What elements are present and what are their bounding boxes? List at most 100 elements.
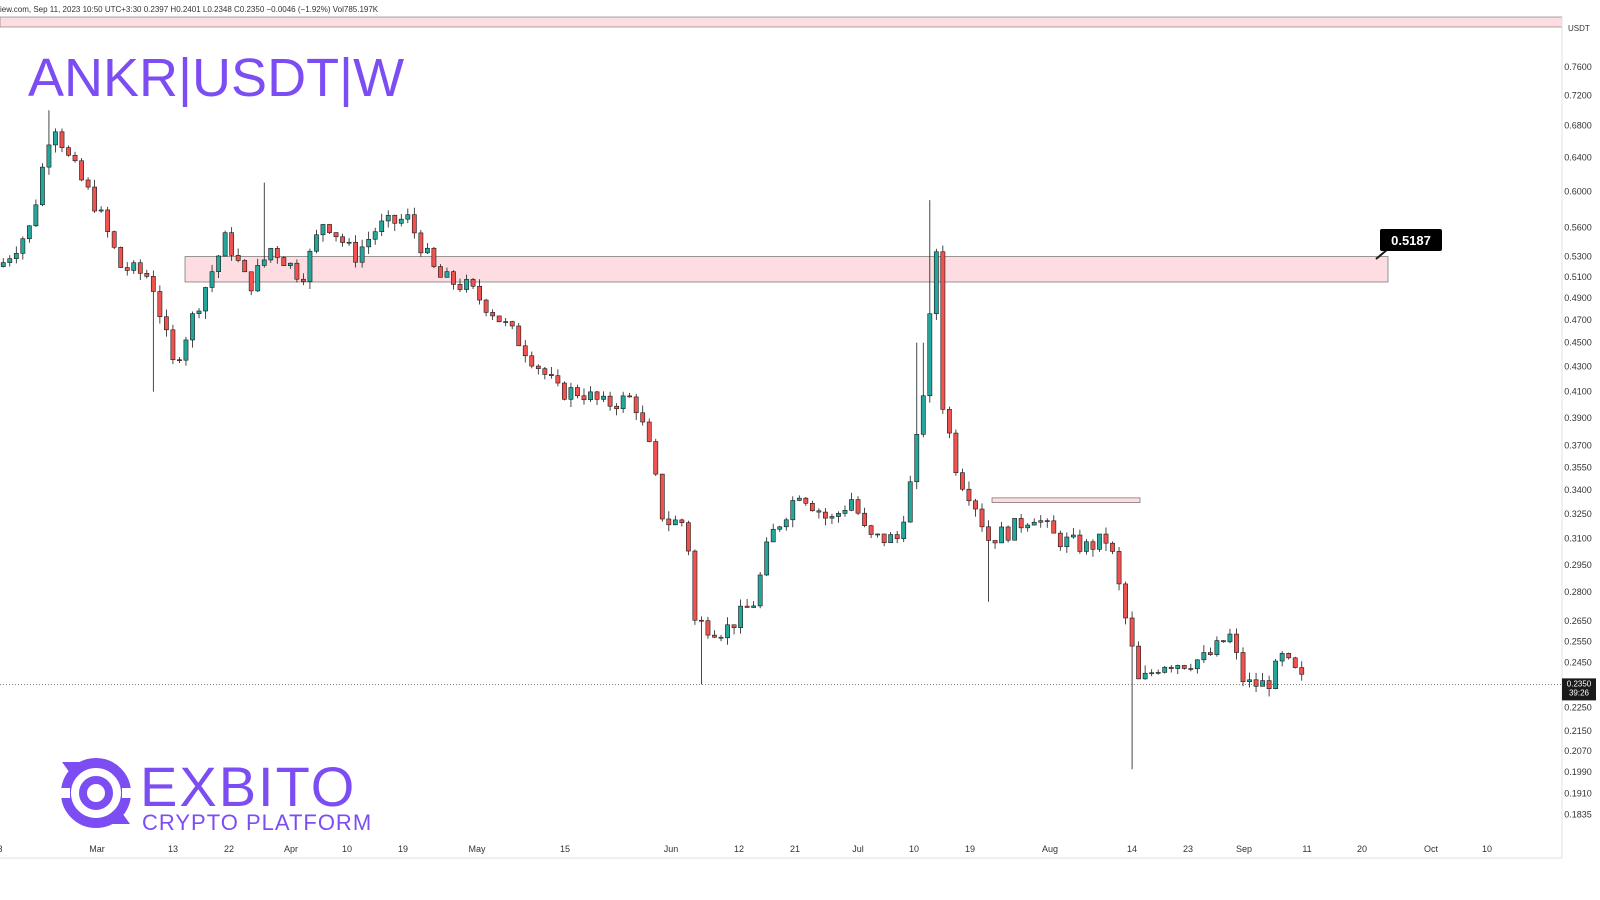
y-tick-label: 0.4300 — [1564, 362, 1592, 372]
candle-body — [627, 395, 633, 398]
candle-body — [92, 186, 98, 212]
candle-body — [685, 522, 691, 552]
candle-body — [575, 387, 580, 397]
candle-body — [1084, 541, 1089, 552]
candle-body — [1188, 668, 1194, 670]
candle-body — [1155, 672, 1161, 674]
candle-body — [894, 534, 900, 540]
candle-body — [1181, 665, 1187, 669]
zone-price-callout[interactable]: 0.5187 — [1375, 229, 1442, 260]
y-tick-label: 0.2650 — [1564, 616, 1592, 626]
price-axis[interactable]: 0.7600 0.7200 0.6800 0.6400 0.6000 0.5600 0.53… — [1564, 62, 1592, 820]
x-tick-label: 19 — [965, 844, 975, 854]
candle-body — [529, 355, 535, 367]
candle-body — [1194, 659, 1200, 670]
candle-body — [242, 260, 248, 273]
candle-body — [333, 232, 339, 238]
candle-body — [542, 368, 548, 375]
top-highlight-zone — [0, 16, 1563, 28]
x-tick-label: Oct — [1424, 844, 1439, 854]
candle-body — [457, 284, 463, 290]
candle-body — [451, 271, 456, 285]
candle-body — [1103, 533, 1109, 544]
candle-body — [248, 271, 254, 292]
candle-body — [79, 160, 84, 181]
candle-body — [548, 374, 554, 376]
brand-tagline: CRYPTO PLATFORM — [142, 810, 372, 835]
candle-body — [966, 488, 972, 502]
candle-body — [366, 238, 372, 248]
candle-body — [98, 209, 104, 212]
candle-body — [105, 209, 111, 232]
candle-body — [1292, 657, 1298, 668]
y-tick-label: 0.2950 — [1564, 560, 1592, 570]
candle-body — [679, 519, 685, 523]
candle-body — [712, 634, 717, 638]
candle-body — [594, 391, 600, 400]
candle-body — [1149, 672, 1155, 675]
candle-body — [1077, 534, 1083, 552]
candle-body — [405, 214, 411, 220]
candle-body — [340, 236, 345, 243]
candle-body — [477, 285, 482, 301]
price-unit-label: USDT — [1568, 24, 1590, 33]
candle-body — [490, 312, 496, 317]
candle-body — [118, 246, 124, 268]
candle-body — [1116, 551, 1122, 585]
x-tick-label: Jul — [852, 844, 864, 854]
candle-body — [1168, 666, 1174, 669]
candle-body — [183, 339, 189, 361]
candle-body — [1142, 672, 1148, 680]
candle-body — [131, 262, 137, 271]
candle-body — [653, 441, 659, 475]
candle-body — [222, 232, 228, 257]
candle-body — [562, 382, 567, 400]
candle-body — [53, 131, 58, 146]
candle-body — [1064, 536, 1070, 548]
candle-body — [770, 528, 776, 543]
candle-body — [973, 500, 978, 510]
minor-zone[interactable] — [991, 497, 1141, 503]
y-tick-label: 0.4900 — [1564, 293, 1592, 303]
candle-body — [849, 499, 854, 511]
candle-body — [1136, 645, 1142, 680]
time-axis[interactable]: 3 Mar 13 22 Apr 10 19 May 15 Jun 12 21 Jul 10 19 Aug 14 2… — [0, 844, 1492, 854]
y-tick-label: 0.4500 — [1564, 338, 1592, 348]
candle-body — [327, 224, 332, 233]
candle-body — [862, 512, 867, 526]
chart-title: ANKR|USDT|W — [28, 48, 404, 108]
candle-body — [555, 375, 561, 384]
x-tick-label: 21 — [790, 844, 800, 854]
candle-body — [287, 262, 293, 267]
candle-body — [927, 313, 933, 397]
candle-body — [7, 258, 13, 263]
y-tick-label: 0.3400 — [1564, 485, 1592, 495]
callout-box — [1380, 229, 1442, 251]
candle-body — [268, 248, 274, 261]
y-tick-label: 0.3550 — [1564, 462, 1592, 472]
candle-body — [568, 387, 574, 400]
x-tick-label: 13 — [168, 844, 178, 854]
candle-body — [666, 518, 672, 526]
candle-body — [522, 345, 528, 357]
candle-body — [940, 251, 946, 410]
x-tick-label: 3 — [0, 844, 3, 854]
last-price-tag-bg — [1562, 678, 1596, 701]
y-tick-label: 0.2070 — [1564, 746, 1592, 756]
candle-body — [1025, 524, 1031, 529]
y-tick-label: 0.7200 — [1564, 90, 1592, 100]
candle-body — [901, 521, 907, 540]
candle-body — [1175, 665, 1181, 669]
candle-body — [1129, 617, 1135, 647]
candle-body — [1070, 534, 1076, 538]
candle-body — [829, 516, 835, 519]
candle-body — [72, 154, 78, 162]
y-tick-label: 0.3900 — [1564, 413, 1592, 423]
resistance-zone[interactable] — [184, 256, 1389, 283]
y-tick-label: 0.2150 — [1564, 726, 1592, 736]
candle-body — [235, 255, 241, 261]
candle-body — [1090, 541, 1096, 550]
candle-body — [255, 265, 261, 292]
candle-body — [1214, 640, 1220, 655]
